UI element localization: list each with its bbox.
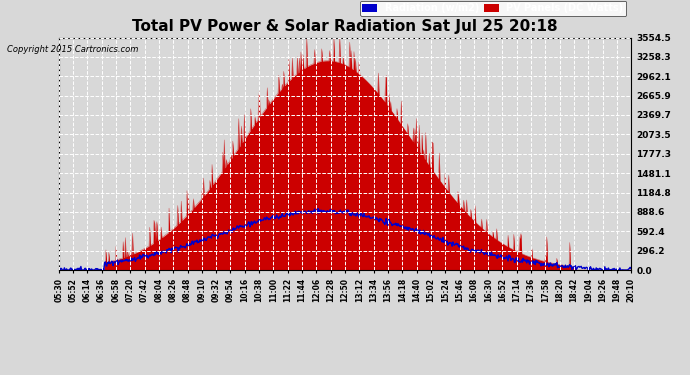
Text: Copyright 2015 Cartronics.com: Copyright 2015 Cartronics.com <box>7 45 138 54</box>
Text: Total PV Power & Solar Radiation Sat Jul 25 20:18: Total PV Power & Solar Radiation Sat Jul… <box>132 19 558 34</box>
Legend: Radiation (w/m2), PV Panels (DC Watts): Radiation (w/m2), PV Panels (DC Watts) <box>359 0 627 16</box>
